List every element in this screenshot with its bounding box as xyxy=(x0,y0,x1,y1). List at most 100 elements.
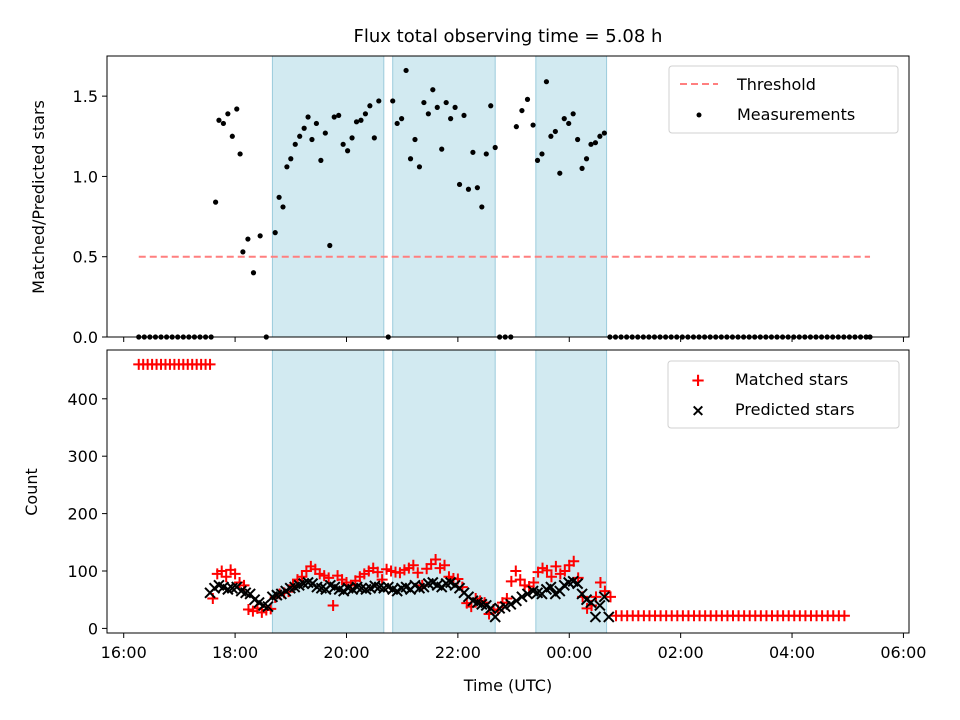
measurement-point xyxy=(257,233,263,239)
y-tick-label: 100 xyxy=(67,562,98,581)
matched-star-point xyxy=(510,565,522,577)
ratio-legend: Threshold Measurements xyxy=(668,65,899,134)
x-tick-label: 04:00 xyxy=(769,643,815,662)
counts-legend-box xyxy=(667,360,900,429)
y-tick-label: 300 xyxy=(67,447,98,466)
legend-measurements-label: Measurements xyxy=(737,105,855,124)
y-tick-label: 200 xyxy=(67,505,98,524)
observing-window-band xyxy=(392,55,496,338)
measurement-point xyxy=(353,119,360,125)
measurement-point xyxy=(443,99,449,106)
measurement-point xyxy=(225,111,231,117)
measurement-point xyxy=(524,96,531,102)
observing-window-band xyxy=(271,55,385,338)
measurement-point xyxy=(220,120,227,127)
measurement-point xyxy=(412,136,418,143)
predicted-star-point xyxy=(510,595,523,607)
measurement-point xyxy=(530,122,536,128)
measurement-point xyxy=(561,116,567,122)
measurement-point xyxy=(362,111,369,117)
panel-counts: 0 100 200 300 400 16:00 18:00 20:00 22:00 00:00 0… xyxy=(22,350,926,695)
ratio-axes-frame xyxy=(106,55,910,338)
counts-axes-frame xyxy=(106,349,910,634)
measurement-point xyxy=(240,249,246,255)
measurement-point xyxy=(552,128,558,135)
matched-star-point xyxy=(528,576,540,588)
x-tick-label: 16:00 xyxy=(101,643,147,662)
measurement-point xyxy=(601,130,607,136)
measurement-point xyxy=(390,98,396,104)
measurement-point xyxy=(394,120,400,127)
panel-ratio: 0.0 0.5 1.0 1.5 Matched/Predicted stars Thr… xyxy=(29,55,910,347)
predicted-star-point xyxy=(589,611,602,623)
measurement-point xyxy=(470,149,476,155)
matched-star-point xyxy=(594,576,606,588)
measurement-point xyxy=(327,242,333,249)
matched-star-point xyxy=(545,571,557,583)
matched-star-point xyxy=(541,564,553,576)
measurement-point xyxy=(479,204,485,210)
measurement-point xyxy=(407,156,414,162)
x-tick-label: 20:00 xyxy=(323,643,369,662)
ratio-legend-box xyxy=(668,65,899,134)
observing-window-band xyxy=(535,55,608,338)
x-tick-label: 02:00 xyxy=(658,643,704,662)
measurement-point xyxy=(284,164,290,170)
measurement-point xyxy=(416,164,423,170)
measurement-point xyxy=(318,157,324,163)
legend-measurements-swatch xyxy=(696,112,702,118)
predicted-star-point xyxy=(485,602,497,615)
legend-matched-label: Matched stars xyxy=(735,370,848,389)
measurement-point xyxy=(583,156,590,162)
measurement-point xyxy=(313,120,320,127)
predicted-star-point xyxy=(545,581,557,593)
measurement-point xyxy=(548,133,554,139)
predicted-star-point xyxy=(505,598,517,611)
predicted-star-point xyxy=(262,600,274,613)
measurement-point xyxy=(250,270,257,276)
matched-star-point xyxy=(599,585,611,597)
matched-star-point xyxy=(514,574,526,586)
measurement-point xyxy=(575,136,581,143)
legend-threshold-label: Threshold xyxy=(736,75,816,94)
y-tick-label: 0.0 xyxy=(73,328,98,347)
measurement-point xyxy=(216,117,222,123)
measurement-point xyxy=(570,111,576,117)
chart-title: Flux total observing time = 5.08 h xyxy=(354,26,663,47)
x-tick-label: 00:00 xyxy=(546,643,592,662)
measurement-point xyxy=(272,230,278,236)
measurement-point xyxy=(305,114,311,120)
matched-star-point xyxy=(296,571,308,583)
measurement-point xyxy=(492,144,498,151)
measurement-point xyxy=(465,186,472,192)
predicted-star-point xyxy=(594,599,606,612)
legend-matched-swatch: + xyxy=(690,370,705,391)
measurement-point xyxy=(483,151,489,157)
measurement-point xyxy=(336,112,342,119)
predicted-star-point xyxy=(598,591,611,603)
matched-star-point xyxy=(327,599,339,611)
measurement-point xyxy=(513,124,519,130)
y-tick-label: 0.5 xyxy=(73,248,98,267)
measurement-point xyxy=(588,141,594,147)
measurement-point xyxy=(474,185,480,191)
matched-star-point xyxy=(501,593,513,605)
measurement-point xyxy=(367,103,373,109)
measurement-point xyxy=(566,120,572,127)
x-tick-label: 18:00 xyxy=(212,643,258,662)
measurement-point xyxy=(539,151,545,157)
measurement-point xyxy=(543,79,550,85)
measurement-point xyxy=(213,199,219,205)
measurement-point xyxy=(340,141,346,147)
y-tick-label: 400 xyxy=(67,390,98,409)
y-tick-label: 1.0 xyxy=(73,167,98,186)
measurement-point xyxy=(534,157,541,163)
matched-star-point xyxy=(229,568,241,580)
measurement-point xyxy=(579,165,585,171)
predicted-star-point xyxy=(603,611,615,623)
legend-predicted-swatch: × xyxy=(691,401,705,421)
measurement-point xyxy=(309,136,315,143)
matched-star-point xyxy=(323,572,335,584)
measurement-point xyxy=(488,103,494,109)
counts-y-axis-label: Count xyxy=(22,468,41,516)
